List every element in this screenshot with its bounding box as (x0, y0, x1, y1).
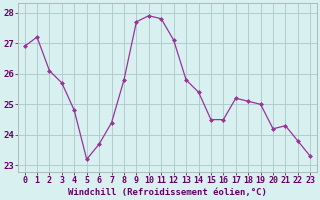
X-axis label: Windchill (Refroidissement éolien,°C): Windchill (Refroidissement éolien,°C) (68, 188, 267, 197)
